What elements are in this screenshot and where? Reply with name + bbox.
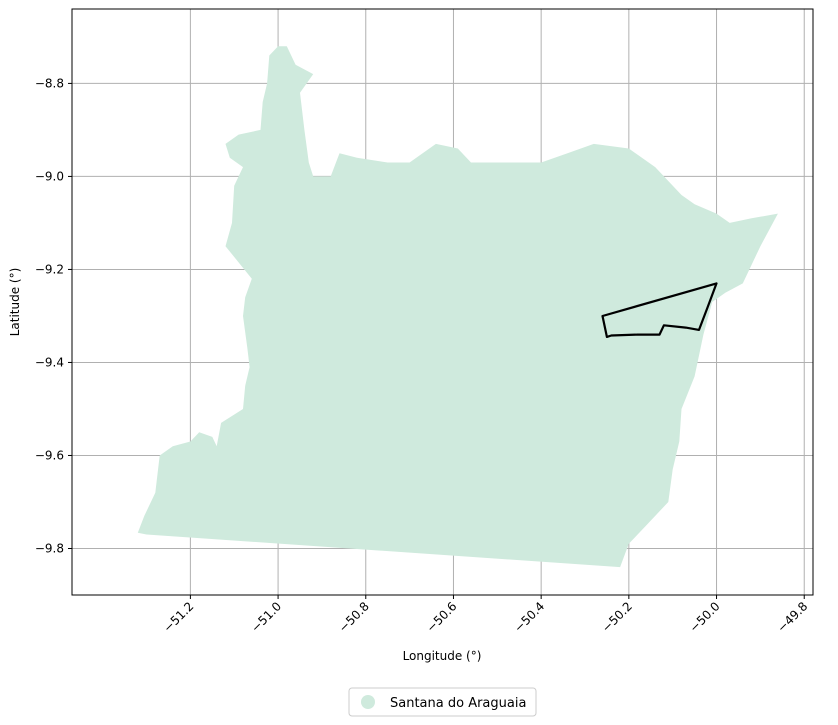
x-tick-label: −51.0	[248, 599, 284, 635]
y-tick-label: −9.4	[35, 355, 64, 369]
x-tick-label: −50.2	[599, 599, 635, 635]
legend-box	[348, 687, 537, 717]
plot-frame	[71, 8, 814, 596]
legend-marker	[361, 695, 375, 709]
legend: Santana do Araguaia	[348, 687, 537, 717]
x-tick-label: −50.6	[424, 599, 460, 635]
y-tick-label: −9.6	[35, 448, 64, 462]
santana-do-araguaia-region	[137, 46, 778, 568]
x-tick-label: −49.8	[774, 599, 810, 635]
y-tick-label: −8.8	[35, 76, 64, 90]
x-tick-label: −51.2	[161, 599, 197, 635]
x-axis-label: Longitude (°)	[403, 649, 482, 663]
legend-label: Santana do Araguaia	[390, 696, 526, 711]
y-tick-label: −9.2	[35, 262, 64, 276]
y-axis-ticks: −8.8 −9.0 −9.2 −9.4 −9.6 −9.8	[35, 76, 72, 555]
x-axis-ticks: −51.2 −51.0 −50.8 −50.6 −50.4 −50.2 −50.0 −49.8	[161, 595, 810, 635]
x-tick-label: −50.0	[687, 599, 723, 635]
x-tick-label: −50.8	[336, 599, 372, 635]
highlighted-area-outline	[601, 282, 718, 338]
x-tick-label: −50.4	[511, 599, 547, 635]
y-tick-label: −9.0	[35, 169, 64, 183]
y-tick-label: −9.8	[35, 541, 64, 555]
y-axis-label: Latitude (°)	[8, 268, 22, 337]
